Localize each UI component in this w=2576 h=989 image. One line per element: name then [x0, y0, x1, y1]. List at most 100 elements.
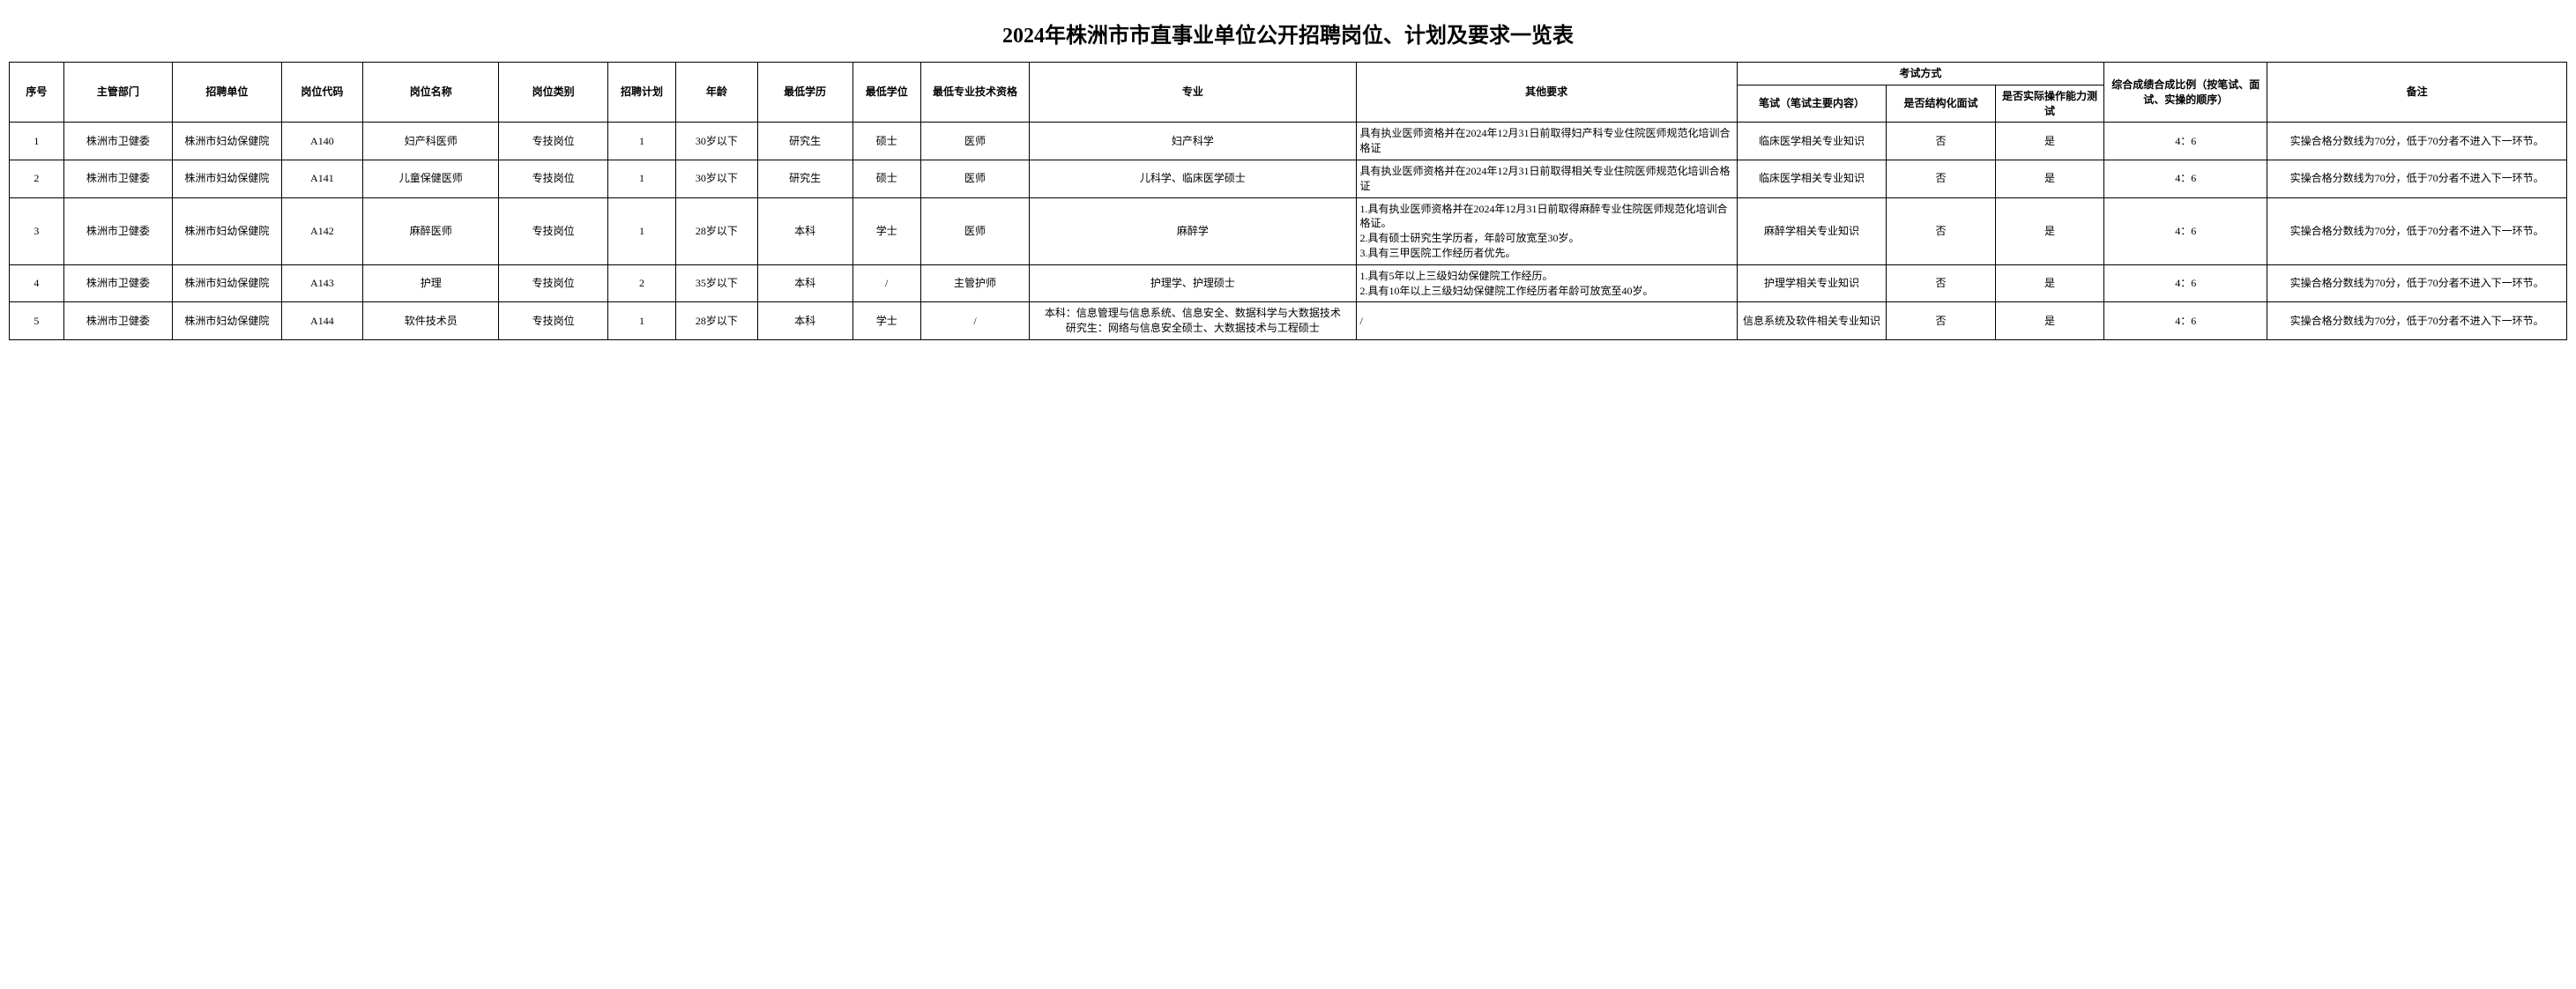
cell-unit: 株洲市妇幼保健院: [173, 197, 281, 264]
cell-dept: 株洲市卫健委: [63, 197, 172, 264]
header-code: 岗位代码: [281, 63, 363, 123]
cell-ratio: 4：6: [2104, 264, 2267, 302]
header-seq: 序号: [10, 63, 64, 123]
cell-pname: 软件技术员: [363, 302, 499, 340]
cell-tech: 主管护师: [920, 264, 1029, 302]
cell-major: 护理学、护理硕士: [1030, 264, 1356, 302]
page-title: 2024年株洲市市直事业单位公开招聘岗位、计划及要求一览表: [9, 18, 2567, 48]
header-note: 备注: [2267, 63, 2567, 123]
cell-other: 1.具有5年以上三级妇幼保健院工作经历。 2.具有10年以上三级妇幼保健院工作经…: [1356, 264, 1737, 302]
cell-struct: 否: [1887, 264, 1995, 302]
cell-ptype: 专技岗位: [499, 264, 607, 302]
cell-other: 具有执业医师资格并在2024年12月31日前取得相关专业住院医师规范化培训合格证: [1356, 160, 1737, 197]
header-deg: 最低学位: [852, 63, 920, 123]
cell-code: A141: [281, 160, 363, 197]
cell-tech: 医师: [920, 123, 1029, 160]
cell-major: 本科：信息管理与信息系统、信息安全、数据科学与大数据技术 研究生：网络与信息安全…: [1030, 302, 1356, 340]
cell-dept: 株洲市卫健委: [63, 302, 172, 340]
cell-prac: 是: [1995, 302, 2103, 340]
cell-ratio: 4：6: [2104, 197, 2267, 264]
cell-struct: 否: [1887, 123, 1995, 160]
header-prac: 是否实际操作能力测试: [1995, 85, 2103, 123]
cell-dept: 株洲市卫健委: [63, 123, 172, 160]
recruitment-table: 序号 主管部门 招聘单位 岗位代码 岗位名称 岗位类别 招聘计划 年龄 最低学历…: [9, 62, 2567, 340]
cell-note: 实操合格分数线为70分，低于70分者不进入下一环节。: [2267, 264, 2567, 302]
cell-age: 28岁以下: [676, 197, 758, 264]
cell-ptype: 专技岗位: [499, 302, 607, 340]
cell-other: 1.具有执业医师资格并在2024年12月31日前取得麻醉专业住院医师规范化培训合…: [1356, 197, 1737, 264]
cell-ratio: 4：6: [2104, 160, 2267, 197]
cell-age: 28岁以下: [676, 302, 758, 340]
cell-deg: 硕士: [852, 123, 920, 160]
cell-prac: 是: [1995, 123, 2103, 160]
cell-edu: 本科: [757, 264, 852, 302]
cell-struct: 否: [1887, 197, 1995, 264]
cell-unit: 株洲市妇幼保健院: [173, 264, 281, 302]
cell-exam: 麻醉学相关专业知识: [1737, 197, 1887, 264]
cell-edu: 本科: [757, 302, 852, 340]
cell-tech: 医师: [920, 160, 1029, 197]
cell-unit: 株洲市妇幼保健院: [173, 302, 281, 340]
cell-dept: 株洲市卫健委: [63, 160, 172, 197]
cell-pname: 麻醉医师: [363, 197, 499, 264]
cell-tech: /: [920, 302, 1029, 340]
cell-struct: 否: [1887, 160, 1995, 197]
cell-prac: 是: [1995, 197, 2103, 264]
header-dept: 主管部门: [63, 63, 172, 123]
cell-major: 儿科学、临床医学硕士: [1030, 160, 1356, 197]
header-tech: 最低专业技术资格: [920, 63, 1029, 123]
table-row: 1株洲市卫健委株洲市妇幼保健院A140妇产科医师专技岗位130岁以下研究生硕士医…: [10, 123, 2567, 160]
cell-struct: 否: [1887, 302, 1995, 340]
header-unit: 招聘单位: [173, 63, 281, 123]
cell-unit: 株洲市妇幼保健院: [173, 160, 281, 197]
header-major: 专业: [1030, 63, 1356, 123]
cell-ptype: 专技岗位: [499, 160, 607, 197]
cell-plan: 1: [607, 123, 675, 160]
cell-edu: 本科: [757, 197, 852, 264]
header-edu: 最低学历: [757, 63, 852, 123]
cell-seq: 3: [10, 197, 64, 264]
cell-major: 妇产科学: [1030, 123, 1356, 160]
table-body: 1株洲市卫健委株洲市妇幼保健院A140妇产科医师专技岗位130岁以下研究生硕士医…: [10, 123, 2567, 340]
header-pname: 岗位名称: [363, 63, 499, 123]
cell-note: 实操合格分数线为70分，低于70分者不进入下一环节。: [2267, 160, 2567, 197]
cell-seq: 1: [10, 123, 64, 160]
header-plan: 招聘计划: [607, 63, 675, 123]
cell-pname: 妇产科医师: [363, 123, 499, 160]
header-exam: 笔试（笔试主要内容）: [1737, 85, 1887, 123]
cell-deg: 学士: [852, 197, 920, 264]
cell-unit: 株洲市妇幼保健院: [173, 123, 281, 160]
cell-exam: 信息系统及软件相关专业知识: [1737, 302, 1887, 340]
cell-code: A142: [281, 197, 363, 264]
cell-pname: 儿童保健医师: [363, 160, 499, 197]
cell-ptype: 专技岗位: [499, 123, 607, 160]
cell-ratio: 4：6: [2104, 302, 2267, 340]
cell-plan: 1: [607, 302, 675, 340]
cell-seq: 4: [10, 264, 64, 302]
cell-edu: 研究生: [757, 123, 852, 160]
cell-other: 具有执业医师资格并在2024年12月31日前取得妇产科专业住院医师规范化培训合格…: [1356, 123, 1737, 160]
table-row: 2株洲市卫健委株洲市妇幼保健院A141儿童保健医师专技岗位130岁以下研究生硕士…: [10, 160, 2567, 197]
table-row: 5株洲市卫健委株洲市妇幼保健院A144软件技术员专技岗位128岁以下本科学士/本…: [10, 302, 2567, 340]
cell-code: A143: [281, 264, 363, 302]
cell-note: 实操合格分数线为70分，低于70分者不进入下一环节。: [2267, 123, 2567, 160]
cell-age: 30岁以下: [676, 123, 758, 160]
cell-other: /: [1356, 302, 1737, 340]
cell-seq: 2: [10, 160, 64, 197]
cell-ptype: 专技岗位: [499, 197, 607, 264]
header-ptype: 岗位类别: [499, 63, 607, 123]
table-row: 3株洲市卫健委株洲市妇幼保健院A142麻醉医师专技岗位128岁以下本科学士医师麻…: [10, 197, 2567, 264]
cell-exam: 临床医学相关专业知识: [1737, 160, 1887, 197]
header-struct: 是否结构化面试: [1887, 85, 1995, 123]
cell-edu: 研究生: [757, 160, 852, 197]
header-other: 其他要求: [1356, 63, 1737, 123]
cell-seq: 5: [10, 302, 64, 340]
cell-ratio: 4：6: [2104, 123, 2267, 160]
table-header: 序号 主管部门 招聘单位 岗位代码 岗位名称 岗位类别 招聘计划 年龄 最低学历…: [10, 63, 2567, 123]
cell-dept: 株洲市卫健委: [63, 264, 172, 302]
cell-age: 30岁以下: [676, 160, 758, 197]
cell-major: 麻醉学: [1030, 197, 1356, 264]
cell-exam: 护理学相关专业知识: [1737, 264, 1887, 302]
cell-deg: /: [852, 264, 920, 302]
table-row: 4株洲市卫健委株洲市妇幼保健院A143护理专技岗位235岁以下本科/主管护师护理…: [10, 264, 2567, 302]
